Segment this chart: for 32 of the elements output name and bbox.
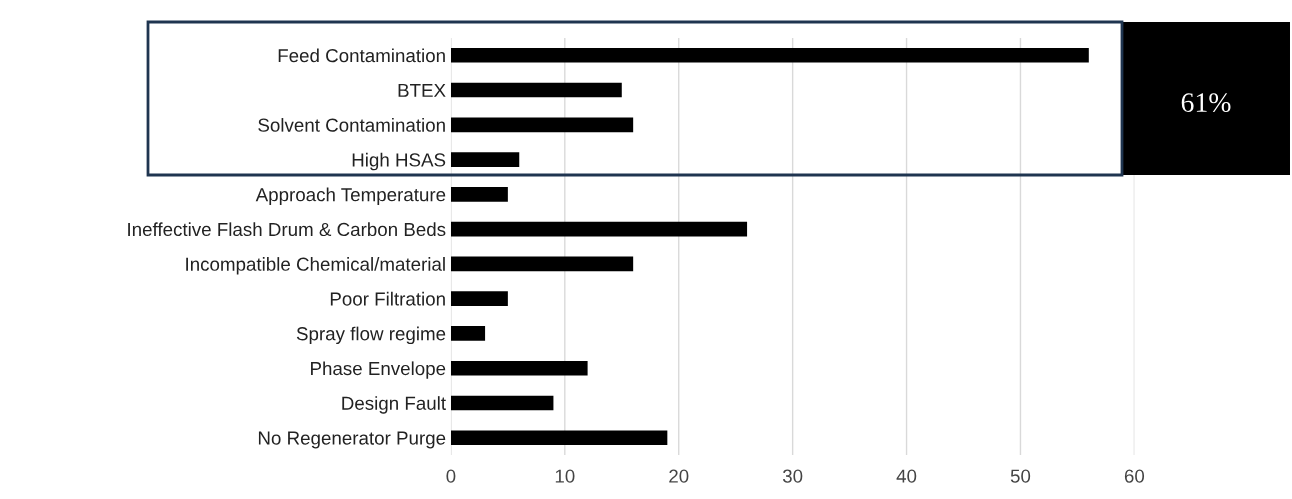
y-tick-label: Design Fault	[342, 396, 446, 414]
y-tick-label: Feed Contamination	[278, 48, 445, 63]
bar	[450, 430, 668, 446]
bar	[450, 221, 748, 237]
x-tick-label: 0	[446, 469, 456, 483]
y-tick-label: Approach Temperature	[255, 187, 446, 206]
x-tick-label: 10	[555, 469, 575, 483]
text: 61%	[1181, 93, 1231, 113]
y-tick-label: Spray flow regime	[296, 326, 446, 345]
bar	[450, 82, 622, 98]
y-tick-label: BTEX	[398, 83, 446, 97]
bar	[450, 187, 508, 202]
bar	[450, 291, 508, 306]
bar	[450, 256, 634, 272]
bar	[450, 326, 486, 341]
y-tick-label: Poor Filtration	[330, 291, 445, 306]
x-tick-label: 30	[782, 469, 803, 483]
y-tick-label: High HSAS	[352, 152, 446, 171]
x-tick-label: 20	[669, 469, 689, 483]
y-tick-label: Phase Envelope	[311, 361, 446, 379]
y-tick-label: No Regenerator Purge	[258, 431, 446, 449]
bar	[450, 48, 1089, 63]
x-tick-label: 60	[1124, 469, 1145, 483]
x-tick-label: 50	[1010, 469, 1031, 483]
bar	[450, 395, 554, 411]
x-tick-label: 40	[896, 469, 917, 483]
y-tick-label: Solvent Contamination	[258, 118, 445, 132]
bar	[450, 117, 634, 133]
bar	[450, 360, 588, 376]
y-tick-label: Ineffective Flash Drum & Carbon Beds	[128, 222, 446, 237]
y-tick-label: Incompatible Chemical/material	[186, 257, 445, 275]
bar	[450, 152, 520, 167]
